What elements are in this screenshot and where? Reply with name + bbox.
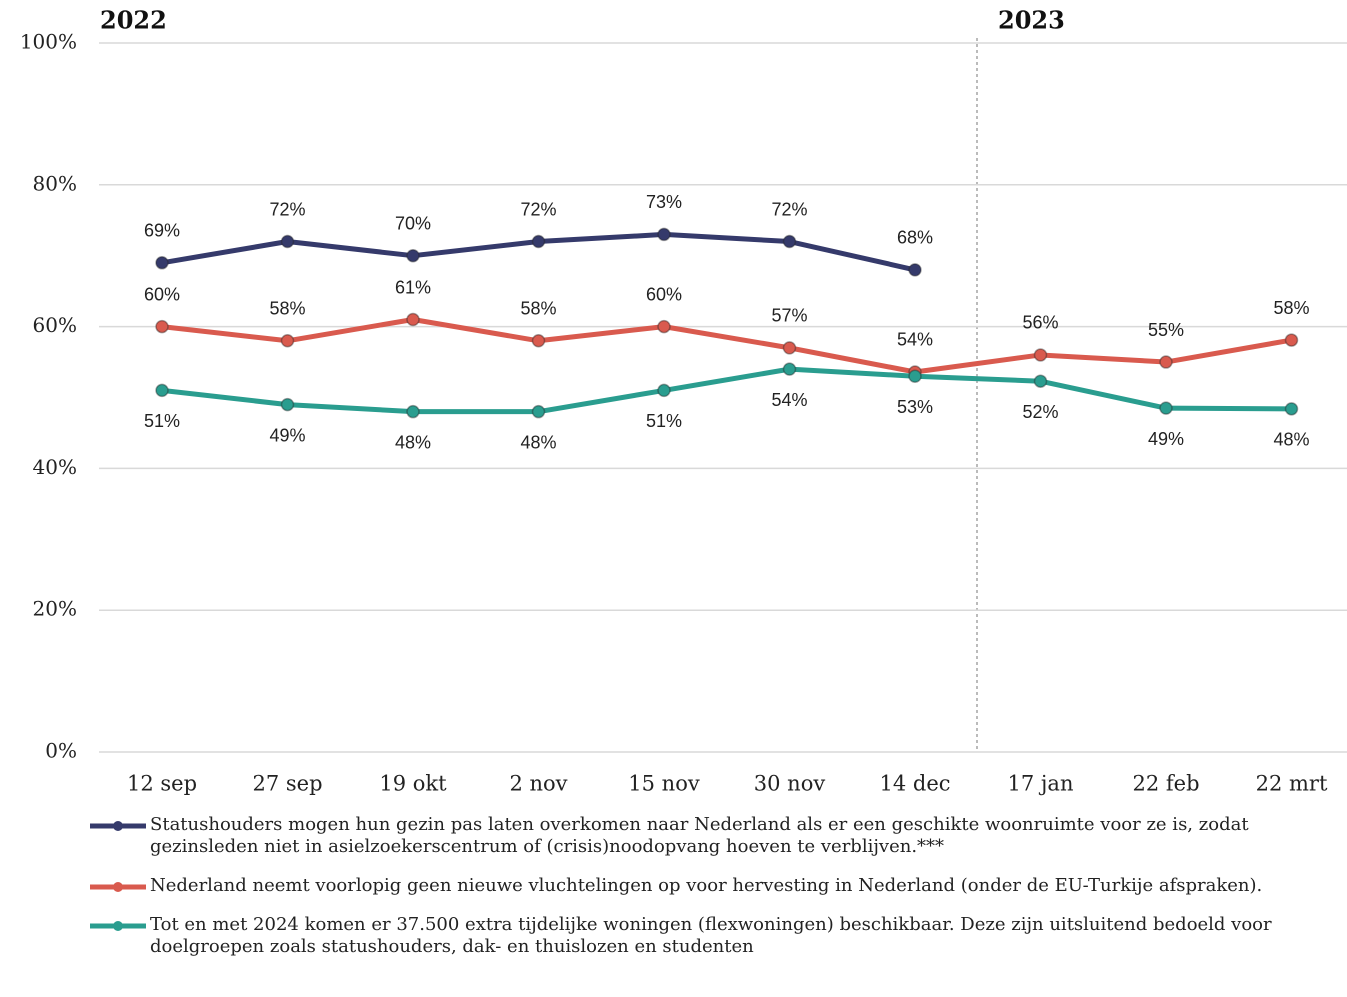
data-label: 70% (395, 213, 431, 233)
legend-label: Statushouders mogen hun gezin pas laten … (150, 814, 1249, 857)
data-label: 51% (144, 411, 180, 431)
data-point (782, 341, 797, 355)
y-tick-label: 20% (33, 597, 77, 621)
x-tick-label: 12 sep (127, 772, 197, 796)
data-point (406, 312, 420, 327)
period-label: 2023 (998, 6, 1065, 35)
data-label: 53% (897, 397, 933, 417)
data-point (782, 234, 797, 249)
x-tick-label: 27 sep (252, 772, 322, 796)
legend: Statushouders mogen hun gezin pas laten … (88, 814, 1318, 975)
data-label: 58% (269, 299, 305, 319)
data-label: 69% (144, 221, 180, 241)
data-label: 57% (771, 306, 807, 326)
legend-swatch (90, 821, 146, 831)
y-tick-label: 100% (20, 30, 77, 54)
y-tick-label: 0% (45, 739, 77, 763)
data-label: 60% (144, 284, 180, 304)
data-label: 73% (646, 192, 682, 212)
x-tick-label: 2 nov (509, 772, 567, 796)
data-label: 72% (269, 199, 305, 219)
data-label: 49% (269, 425, 305, 445)
data-point (1159, 355, 1173, 369)
data-label: 48% (1273, 430, 1309, 450)
data-label: 48% (520, 432, 556, 452)
series-line (161, 317, 1292, 375)
data-label: 72% (520, 199, 556, 219)
data-point (406, 248, 420, 263)
data-point (1033, 348, 1048, 362)
data-point (1284, 333, 1299, 347)
data-point (531, 234, 546, 249)
data-label: 48% (395, 432, 431, 452)
data-point (657, 383, 671, 398)
x-tick-label: 30 nov (754, 772, 826, 796)
data-label: 49% (1148, 429, 1184, 449)
data-label: 52% (1022, 402, 1058, 422)
data-point (155, 383, 169, 398)
data-point (657, 319, 671, 334)
x-tick-label: 22 mrt (1256, 772, 1328, 796)
chart: 2022 2023 0% 20% 40% 60% 80% 100% 12 sep 27 sep… (20, 6, 1347, 796)
data-label: 56% (1022, 313, 1058, 333)
data-point (531, 334, 546, 348)
data-point (280, 334, 295, 348)
data-label: 54% (897, 330, 933, 350)
data-point (1033, 374, 1048, 388)
legend-swatch (90, 921, 146, 931)
legend-label: Tot en met 2024 komen er 37.500 extra ti… (150, 914, 1272, 957)
data-point (1284, 402, 1299, 416)
data-label: 58% (1273, 298, 1309, 318)
data-label: 61% (395, 277, 431, 297)
period-label: 2022 (100, 6, 167, 35)
data-label: 58% (520, 299, 556, 319)
data-label: 60% (646, 284, 682, 304)
data-point (155, 319, 169, 334)
x-tick-label: 22 feb (1132, 772, 1199, 796)
data-label: 72% (771, 199, 807, 219)
legend-dot (113, 882, 123, 892)
y-tick-label: 60% (33, 313, 77, 337)
data-point (406, 404, 420, 419)
data-point (1159, 401, 1173, 415)
x-tick-label: 14 dec (879, 772, 950, 796)
x-tick-label: 17 jan (1008, 772, 1074, 796)
series-line (161, 366, 1292, 415)
data-point (280, 234, 295, 249)
data-point (280, 397, 295, 412)
data-label: 54% (771, 390, 807, 410)
legend-entry: Tot en met 2024 komen er 37.500 extra ti… (88, 914, 1318, 958)
legend-dot (113, 921, 123, 931)
data-label: 68% (897, 228, 933, 248)
x-tick-label: 19 okt (379, 772, 447, 796)
y-tick-label: 80% (33, 171, 77, 195)
data-point (908, 369, 922, 383)
data-point (782, 362, 797, 376)
legend-entry: Nederland neemt voorlopig geen nieuwe vl… (88, 875, 1318, 897)
data-point (908, 263, 922, 277)
data-point (657, 227, 671, 242)
data-label: 51% (646, 411, 682, 431)
legend-entry: Statushouders mogen hun gezin pas laten … (88, 814, 1318, 858)
legend-dot (113, 821, 123, 831)
y-tick-label: 40% (33, 455, 77, 479)
data-point (155, 256, 169, 270)
legend-label: Nederland neemt voorlopig geen nieuwe vl… (150, 875, 1263, 896)
data-label: 55% (1148, 320, 1184, 340)
x-tick-label: 15 nov (628, 772, 700, 796)
data-point (531, 404, 546, 419)
legend-swatch (90, 882, 146, 892)
